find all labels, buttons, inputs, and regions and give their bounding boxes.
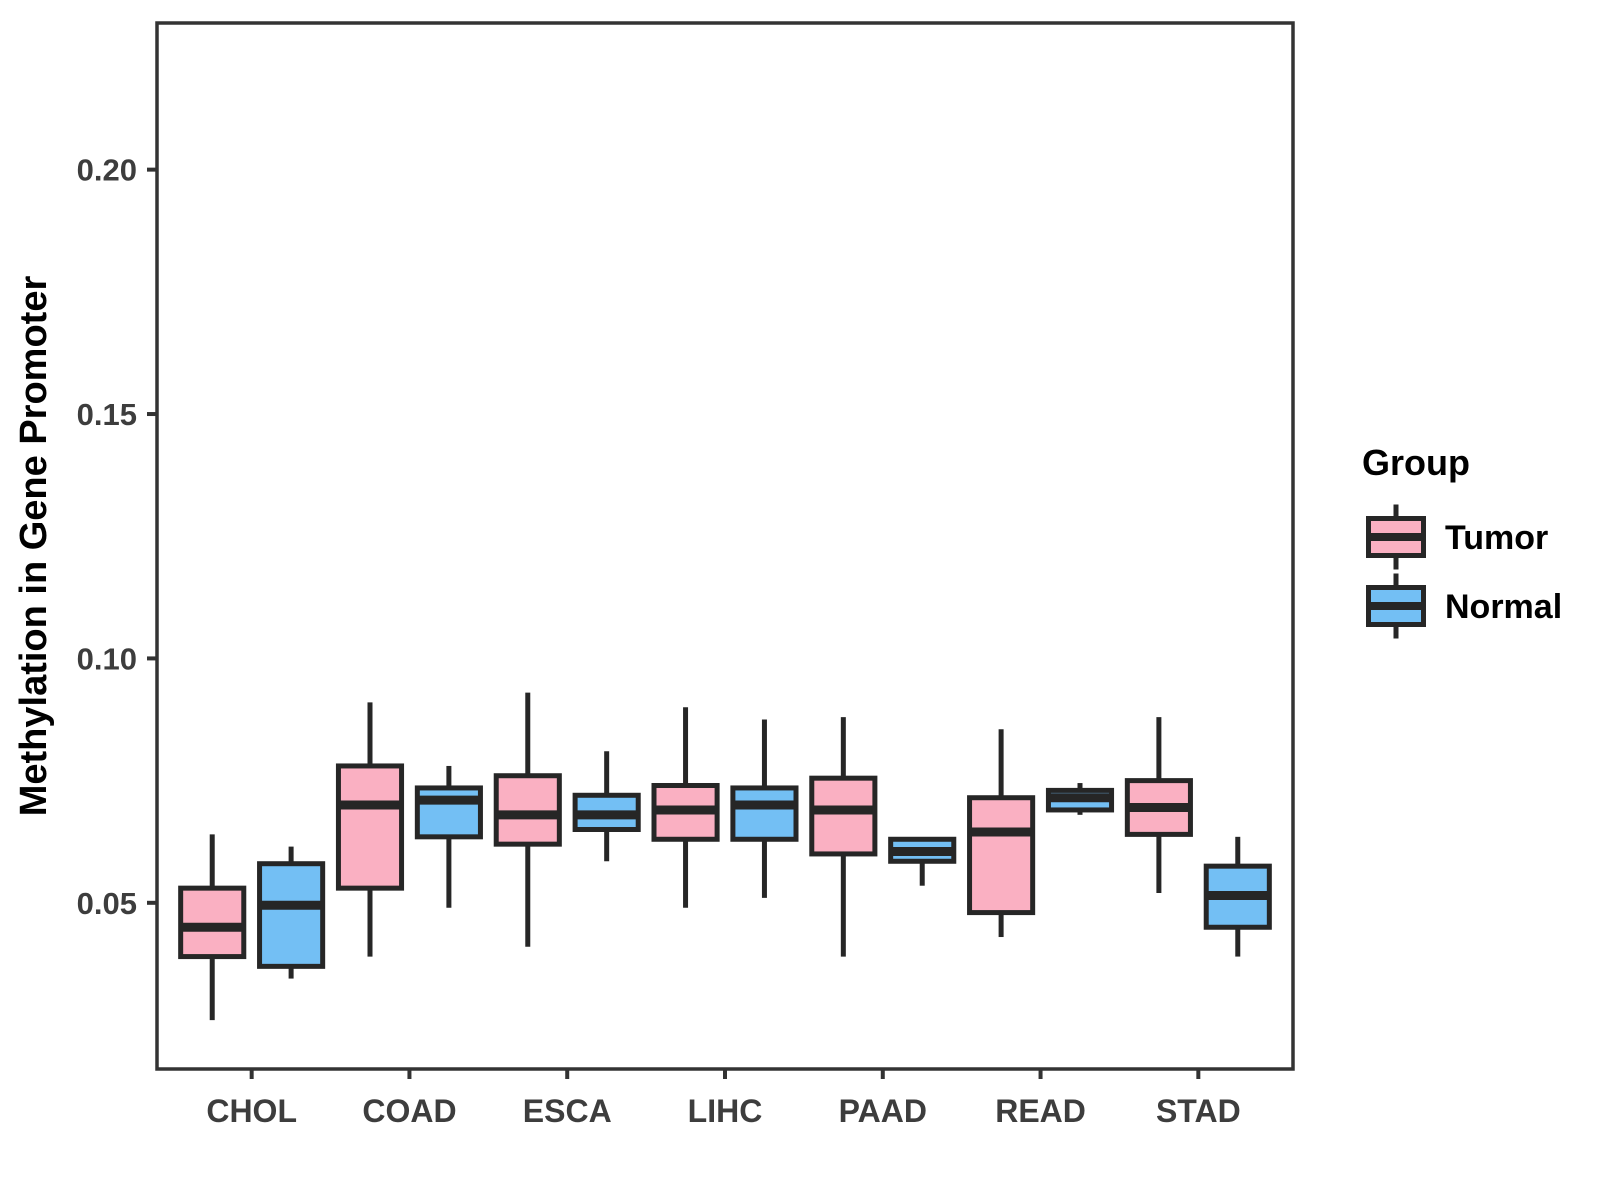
x-category-label: COAD [362, 1093, 456, 1129]
y-axis-title: Methylation in Gene Promoter [13, 276, 55, 817]
box-CHOL-Normal [257, 861, 326, 969]
x-category-label: PAAD [839, 1093, 927, 1129]
box-LIHC-Normal [730, 785, 799, 842]
x-category-label: LIHC [688, 1093, 763, 1129]
plot-panel [155, 21, 1295, 1071]
x-category-label: CHOL [206, 1093, 297, 1129]
legend-label-Tumor: Tumor [1445, 519, 1548, 557]
box-COAD-Tumor [335, 763, 405, 891]
box-COAD-Normal [414, 785, 483, 840]
y-tick-label: 0.20 [77, 153, 137, 188]
y-tick-label: 0.05 [77, 886, 137, 921]
x-category-label: STAD [1156, 1093, 1241, 1129]
y-tick-label: 0.15 [77, 397, 137, 432]
box-ESCA-Tumor [493, 773, 562, 847]
x-category-label: ESCA [523, 1093, 612, 1129]
legend-label-Normal: Normal [1445, 588, 1562, 626]
y-tick-label: 0.10 [77, 641, 137, 676]
box-PAAD-Tumor [809, 775, 878, 857]
box-READ-Tumor [967, 795, 1036, 916]
legend-title: Group [1362, 442, 1470, 483]
box-CHOL-Tumor [178, 885, 247, 960]
x-category-label: READ [995, 1093, 1086, 1129]
